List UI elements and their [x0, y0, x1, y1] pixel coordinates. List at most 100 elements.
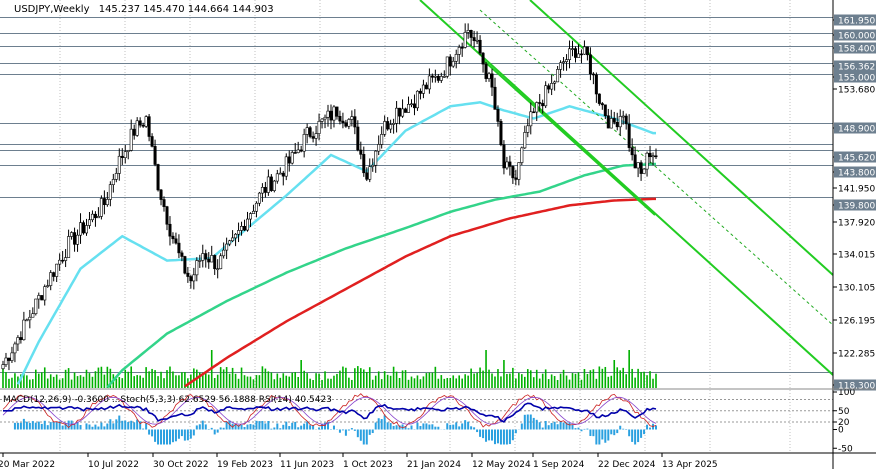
- y-tick-label: 160.000: [838, 32, 875, 42]
- volume-bar: [592, 369, 595, 388]
- macd-bar: [491, 429, 494, 441]
- macd-bar: [464, 420, 467, 430]
- candle-body: [16, 337, 20, 345]
- volume-bar: [386, 374, 389, 388]
- candle-body: [371, 164, 375, 167]
- candle-body: [582, 46, 586, 55]
- candle-body: [219, 255, 223, 270]
- macd-bar: [574, 428, 577, 430]
- volume-bar: [491, 373, 493, 388]
- candle-body: [293, 152, 297, 154]
- volume-bar: [428, 372, 431, 388]
- macd-bar: [407, 428, 410, 430]
- candle-body: [7, 357, 11, 361]
- volume-bar: [181, 372, 183, 388]
- candle-body: [502, 144, 506, 169]
- macd-bar: [452, 424, 455, 430]
- volume-bar: [470, 368, 472, 388]
- candle-body: [621, 115, 625, 118]
- candle-body: [368, 166, 372, 180]
- candle-body: [481, 52, 485, 65]
- candle-body: [37, 295, 41, 300]
- macd-bar: [386, 422, 389, 430]
- candle-body: [260, 187, 264, 194]
- volume-bar: [419, 379, 422, 388]
- macd-bar: [568, 422, 571, 430]
- volume-bar: [342, 366, 344, 388]
- y-tick-label: 139.800: [838, 202, 875, 212]
- candle-body: [562, 61, 566, 64]
- candle-body: [272, 180, 276, 191]
- candle-body: [526, 125, 530, 133]
- volume-bar: [8, 378, 10, 388]
- volume-bar: [121, 378, 124, 388]
- macd-bar: [461, 423, 464, 430]
- candle-body: [415, 90, 419, 109]
- macd-bar: [276, 423, 279, 430]
- macd-bar: [416, 422, 419, 430]
- candle-body: [153, 146, 157, 165]
- volume-bar: [23, 372, 25, 388]
- candle-body: [532, 111, 536, 114]
- volume-bar: [413, 378, 416, 388]
- candle-body: [609, 118, 613, 129]
- candle-body: [573, 48, 577, 58]
- y-tick-label: 161.950: [838, 17, 875, 27]
- candle-body: [254, 202, 258, 212]
- volume-bar: [395, 371, 398, 388]
- volume-bar: [34, 369, 37, 388]
- candle-body: [401, 108, 405, 117]
- candle-body: [147, 116, 151, 137]
- volume-bar: [473, 373, 475, 388]
- volume-bar: [601, 368, 604, 388]
- macd-bar: [589, 429, 592, 436]
- volume-bar: [61, 378, 64, 388]
- volume-bar: [380, 379, 383, 388]
- candle-body: [639, 162, 643, 174]
- volume-bar: [467, 375, 469, 388]
- volume-bar: [26, 375, 28, 388]
- candle-body: [4, 357, 8, 365]
- volume-bar: [485, 350, 487, 388]
- macd-bar: [157, 429, 160, 445]
- volume-bar: [360, 368, 362, 388]
- candle-body: [168, 223, 172, 237]
- macd-bar: [389, 423, 392, 430]
- volume-bar: [407, 379, 410, 388]
- macd-bar: [511, 429, 514, 441]
- macd-bar: [177, 429, 180, 439]
- candle-body: [353, 116, 357, 128]
- candle-body: [308, 127, 312, 137]
- volume-bar: [270, 372, 273, 388]
- y-tick-label: 141.950: [838, 185, 875, 195]
- volume-bar: [11, 377, 13, 388]
- macd-bar: [556, 424, 559, 430]
- candle-body: [49, 272, 53, 286]
- volume-bar: [318, 373, 320, 388]
- macd-bar: [482, 429, 485, 439]
- candle-body: [475, 39, 479, 42]
- volume-bar: [100, 366, 103, 388]
- candle-body: [460, 47, 464, 49]
- candle-body: [380, 134, 384, 145]
- macd-bar: [332, 425, 335, 430]
- volume-bar: [631, 368, 633, 388]
- volume-bar: [148, 371, 150, 388]
- macd-bar: [541, 427, 544, 430]
- price-label-box: [834, 166, 876, 178]
- candle-body: [55, 263, 59, 277]
- macd-bar: [359, 429, 362, 441]
- candle-body: [374, 150, 378, 166]
- x-tick-label: 22 Dec 2024: [598, 460, 656, 469]
- candle-body: [651, 155, 655, 158]
- x-axis-ticks: 20 Mar 2022 10 Jul 2022 30 Oct 2022 19 Feb …: [0, 453, 718, 469]
- macd-bar: [604, 429, 607, 443]
- macd-bar: [130, 420, 133, 430]
- candle-body: [496, 109, 500, 122]
- candle-body: [61, 259, 65, 262]
- macd-bar: [523, 414, 526, 430]
- osc-tick-label: 0: [838, 426, 844, 436]
- volume-bar: [449, 377, 452, 388]
- macd-bar: [446, 423, 449, 430]
- volume-bar: [562, 369, 565, 388]
